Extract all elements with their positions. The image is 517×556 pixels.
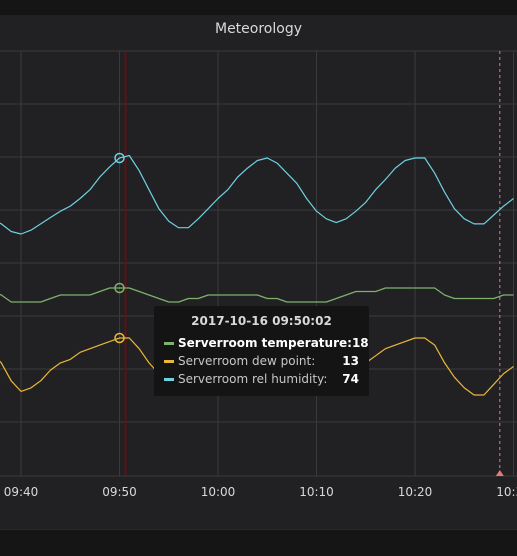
series-line bbox=[0, 287, 514, 303]
graph-panel[interactable]: Meteorology bbox=[0, 15, 517, 530]
hover-point-marker bbox=[114, 332, 125, 344]
graph-tooltip: 2017-10-16 09:50:02 Serverroom temperatu… bbox=[154, 306, 369, 396]
tooltip-row-humidity: Serverroom rel humidity: 74 bbox=[164, 370, 359, 388]
hover-point-marker bbox=[114, 282, 125, 294]
series-line bbox=[0, 154, 514, 235]
tooltip-row-dew-point: Serverroom dew point: 13 bbox=[164, 352, 359, 370]
series-color-swatch bbox=[164, 359, 174, 363]
tooltip-series-value: 13 bbox=[342, 354, 359, 368]
x-tick-label: 09:40 bbox=[4, 485, 39, 499]
annotation-marker bbox=[495, 470, 504, 476]
tooltip-series-name: Serverroom rel humidity: bbox=[178, 372, 328, 386]
grid-lines bbox=[0, 50, 517, 477]
hover-point-marker bbox=[114, 152, 125, 164]
panel-title[interactable]: Meteorology bbox=[214, 21, 302, 37]
x-tick-label: 10:20 bbox=[398, 485, 433, 499]
tooltip-series-value: 74 bbox=[342, 372, 359, 386]
x-tick-label: 09:50 bbox=[102, 485, 137, 499]
x-tick-label: 10:10 bbox=[299, 485, 334, 499]
tooltip-series-name: Serverroom dew point: bbox=[178, 354, 316, 368]
tooltip-timestamp: 2017-10-16 09:50:02 bbox=[191, 314, 332, 328]
tooltip-row-temperature: Serverroom temperature: 18 bbox=[164, 334, 369, 352]
x-axis: 09:40 09:50 10:00 10:10 10:20 10:30 bbox=[4, 485, 517, 499]
x-tick-label: 10:00 bbox=[201, 485, 236, 499]
x-tick-label: 10:30 bbox=[496, 485, 517, 499]
series-color-swatch bbox=[164, 377, 174, 381]
tooltip-series-value: 18 bbox=[351, 336, 369, 350]
hover-markers bbox=[114, 152, 125, 344]
series-color-swatch bbox=[164, 341, 174, 345]
tooltip-series-name: Serverroom temperature: bbox=[178, 336, 352, 350]
